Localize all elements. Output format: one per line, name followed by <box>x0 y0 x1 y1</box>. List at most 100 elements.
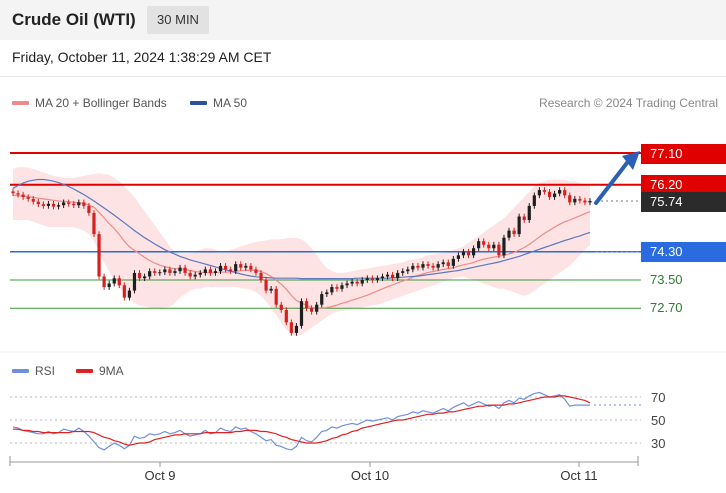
candle-body <box>299 301 304 326</box>
candle-body <box>426 264 430 266</box>
candle-body <box>537 190 541 196</box>
time-tick-label: Oct 9 <box>144 468 175 483</box>
legend-rsi-label: RSI <box>35 364 56 378</box>
candle-body <box>385 274 390 277</box>
candle <box>507 227 511 241</box>
candle-body <box>188 272 192 277</box>
candle <box>21 191 25 200</box>
chart-datetime: Friday, October 11, 2024 1:38:29 AM CET <box>12 49 272 65</box>
candle-body <box>497 244 501 256</box>
candle <box>122 282 126 301</box>
legend-rsi-ma-swatch <box>76 369 93 373</box>
candle <box>370 275 374 283</box>
candle-body <box>340 285 344 289</box>
candle <box>573 196 577 206</box>
candle-body <box>122 285 126 298</box>
candle-body <box>471 248 476 256</box>
candle-body <box>289 322 293 333</box>
rsi-tick-label: 70 <box>651 390 665 405</box>
legend-rsi-swatch <box>12 369 29 373</box>
candle-body <box>284 309 288 323</box>
candle-body <box>512 230 516 235</box>
candle-body <box>547 191 552 198</box>
candle <box>320 291 324 308</box>
candle <box>350 278 354 287</box>
candle <box>11 188 15 197</box>
candle <box>385 271 390 280</box>
candle-body <box>264 280 268 291</box>
candle-body <box>345 283 349 286</box>
candle-body <box>360 280 364 284</box>
candle-body <box>117 278 121 286</box>
candle-body <box>223 265 228 270</box>
level-tag-r1: 76.20 <box>641 175 726 195</box>
candle <box>558 187 562 197</box>
candle-body <box>482 241 486 245</box>
candle <box>51 200 56 210</box>
candle <box>537 187 541 199</box>
candle <box>401 268 405 276</box>
candle <box>426 261 430 269</box>
candle-body <box>532 195 536 206</box>
candle-body <box>148 271 152 277</box>
candle-body <box>355 281 359 284</box>
candle-body <box>213 271 218 273</box>
candle <box>451 256 455 269</box>
candle <box>391 271 395 282</box>
forecast-arrow-layer <box>594 151 640 205</box>
candle <box>72 200 76 209</box>
candle-body <box>163 269 167 273</box>
candle-body <box>365 278 369 280</box>
candle <box>310 305 314 315</box>
header-divider <box>0 76 726 77</box>
candle <box>360 277 364 287</box>
candle-body <box>421 264 425 268</box>
candle <box>31 196 35 205</box>
candle-body <box>466 251 471 256</box>
level-label-s3: 72.70 <box>650 300 683 315</box>
candle <box>315 301 319 315</box>
candle <box>512 227 516 237</box>
candle <box>365 275 369 283</box>
candle-body <box>401 271 405 273</box>
candle <box>294 323 299 336</box>
candle-body <box>477 241 481 249</box>
candle-body <box>578 198 582 201</box>
candle <box>502 234 506 259</box>
candle <box>67 199 71 207</box>
candle <box>16 190 20 198</box>
candle-body <box>92 212 96 235</box>
candle <box>62 199 66 209</box>
candle <box>588 198 592 206</box>
legend-rsi-ma: 9MA <box>76 364 124 378</box>
candle <box>482 238 486 248</box>
timeframe-badge[interactable]: 30 MIN <box>147 6 209 34</box>
candle <box>345 280 349 289</box>
candle-body <box>451 258 455 266</box>
candle-body <box>396 272 400 279</box>
candle <box>36 198 40 207</box>
candle <box>299 298 304 329</box>
candle <box>137 270 142 282</box>
candle <box>416 263 420 271</box>
candle-body <box>492 244 496 249</box>
candle-body <box>411 265 415 270</box>
candle-body <box>229 269 233 272</box>
candle-body <box>370 278 374 280</box>
candle <box>517 213 521 237</box>
candle <box>223 263 228 273</box>
candle-body <box>72 203 76 206</box>
candle <box>522 213 526 223</box>
candle <box>269 285 273 294</box>
candle-body <box>335 287 339 289</box>
candle <box>244 263 248 271</box>
candle <box>527 203 531 223</box>
candle-body <box>259 272 263 280</box>
candle <box>56 202 61 210</box>
candle <box>239 261 243 271</box>
candle-body <box>527 205 531 221</box>
candle-body <box>542 190 547 192</box>
candle-body <box>375 278 380 280</box>
candle-body <box>391 274 395 279</box>
candle <box>406 266 410 275</box>
